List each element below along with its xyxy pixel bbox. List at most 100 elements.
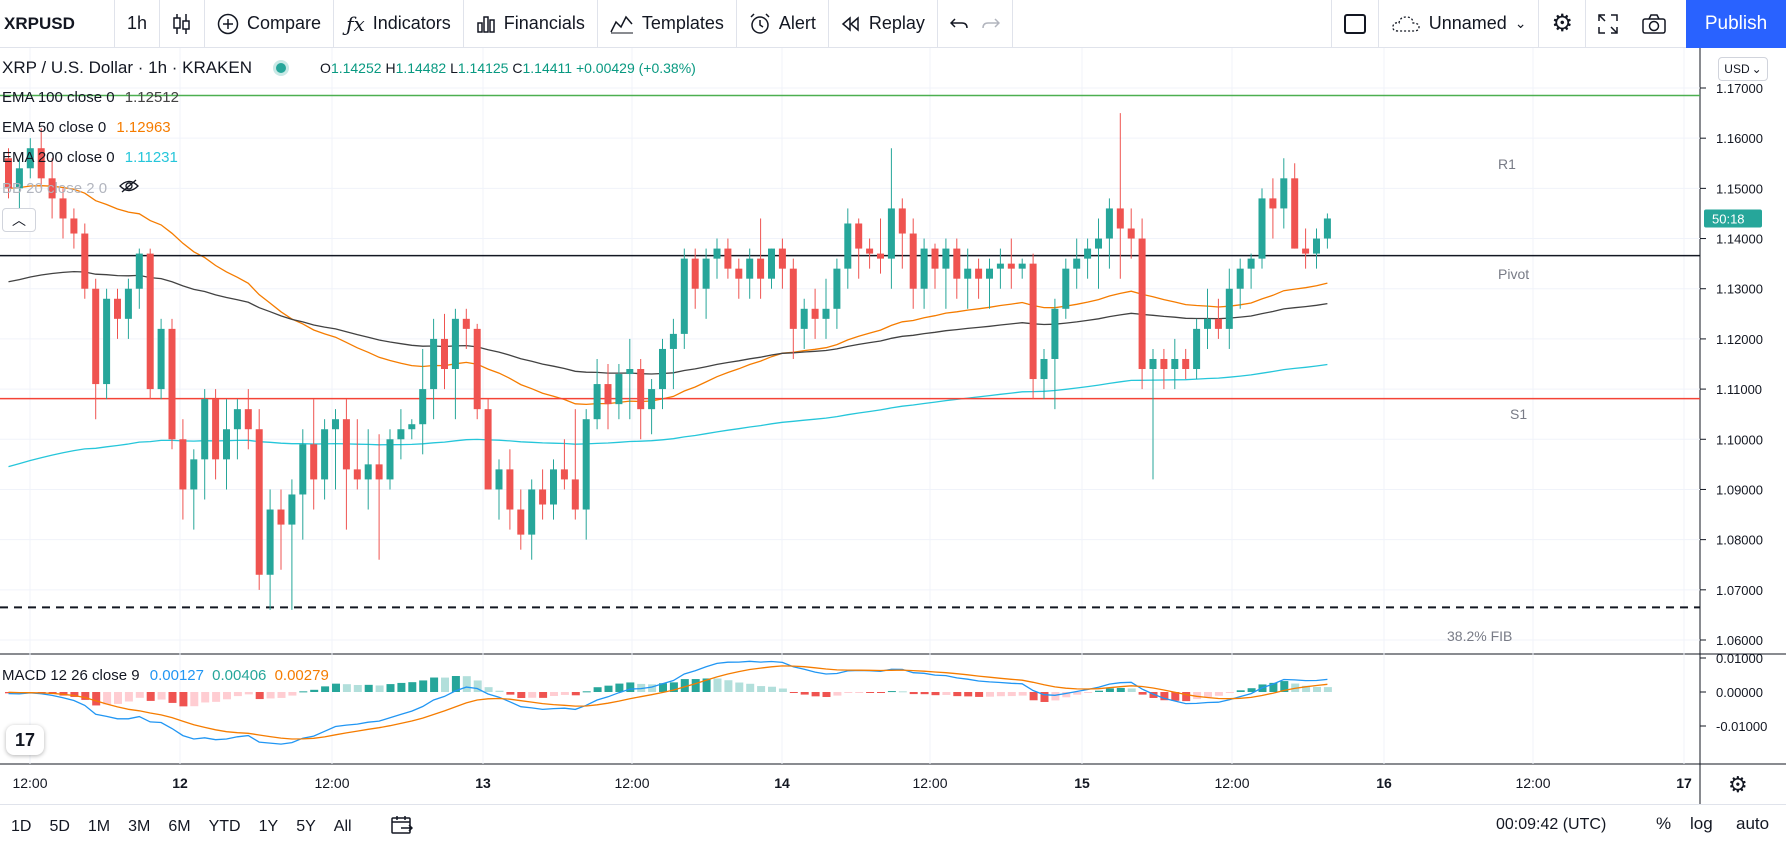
macd-histogram-bar xyxy=(157,692,166,700)
macd-histogram-bar xyxy=(1051,692,1060,701)
log-scale-button[interactable]: log xyxy=(1690,814,1713,833)
settings-button[interactable]: ⚙ xyxy=(1539,0,1586,48)
macd-histogram-bar xyxy=(1018,692,1027,696)
snapshot-button[interactable] xyxy=(1630,0,1678,48)
candle-body xyxy=(1007,263,1015,269)
candle-body xyxy=(1193,328,1201,370)
ema50-legend[interactable]: EMA 50 close 0 1.12963 xyxy=(2,119,171,136)
range-3m[interactable]: 3M xyxy=(128,818,151,835)
currency-button[interactable]: USD ⌄ xyxy=(1718,57,1768,81)
price-tick-label: 1.06000 xyxy=(1716,633,1763,648)
range-1m[interactable]: 1M xyxy=(87,818,111,835)
candle-body xyxy=(1051,308,1059,359)
toolbar-spacer xyxy=(1013,0,1332,48)
candle-body xyxy=(277,509,285,525)
candle-body xyxy=(81,233,89,289)
collapse-legend-button[interactable]: ︿ xyxy=(2,208,36,232)
bottom-toolbar: 1D 5D 1M 3M 6M YTD 1Y 5Y All xyxy=(0,804,1786,849)
ema200-legend[interactable]: EMA 200 close 0 1.11231 xyxy=(2,149,178,166)
range-ytd[interactable]: YTD xyxy=(208,818,241,835)
chart-type-button[interactable] xyxy=(160,0,206,48)
tv-logo-icon: 17 xyxy=(14,729,36,750)
candle xyxy=(1280,158,1288,229)
ema100-legend[interactable]: EMA 100 close 0 1.12512 xyxy=(2,89,179,106)
undo-icon[interactable] xyxy=(949,16,968,32)
templates-button[interactable]: Templates xyxy=(598,0,737,48)
time-tick-label: 15 xyxy=(1074,775,1090,791)
symbol-search-button[interactable]: XRPUSD xyxy=(0,0,115,48)
tradingview-logo[interactable]: 17 xyxy=(6,725,44,755)
macd-histogram-bar xyxy=(1007,692,1016,697)
candle xyxy=(724,238,732,279)
chart-area[interactable]: R1 Pivot S1 38.2% FIB 1.17000 1.16000 1.15000… xyxy=(0,48,1786,804)
publish-button[interactable]: Publish xyxy=(1686,0,1786,48)
candle-body xyxy=(539,489,547,505)
price-tick-label: 1.14000 xyxy=(1716,232,1763,247)
candle-body xyxy=(931,248,939,269)
axis-settings-gear-icon[interactable]: ⚙ xyxy=(1728,772,1748,797)
macd-histogram-bar xyxy=(266,692,275,699)
fullscreen-layout-button[interactable] xyxy=(1332,0,1379,48)
candle-body xyxy=(1105,208,1113,239)
candle xyxy=(1291,163,1299,249)
candle-body xyxy=(157,328,165,390)
symbol-title[interactable]: XRP / U.S. Dollar · 1h · KRAKEN xyxy=(2,58,253,77)
alert-button[interactable]: Alert xyxy=(737,0,829,48)
macd-value-2: 0.00406 xyxy=(212,667,267,684)
macd-histogram-bar xyxy=(855,692,864,693)
macd-histogram-bar xyxy=(473,680,482,692)
interval-button[interactable]: 1h xyxy=(115,0,161,48)
candle-body xyxy=(310,444,318,480)
fullscreen-button[interactable] xyxy=(1586,0,1630,48)
range-1y[interactable]: 1Y xyxy=(258,818,279,835)
time-tick-label: 12:00 xyxy=(1214,775,1249,791)
compare-button[interactable]: Compare xyxy=(205,0,335,48)
indicators-button[interactable]: ƒx Indicators xyxy=(334,0,464,48)
ema200-label: EMA 200 close 0 xyxy=(2,149,115,166)
macd-histogram-bar xyxy=(81,692,90,700)
financials-button[interactable]: Financials xyxy=(464,0,598,48)
goto-date-icon[interactable] xyxy=(390,815,413,840)
candle xyxy=(1302,228,1310,269)
macd-histogram-bar xyxy=(975,692,984,697)
candle-body xyxy=(691,258,699,289)
range-5y[interactable]: 5Y xyxy=(296,818,316,835)
replay-button[interactable]: Replay xyxy=(829,0,938,48)
candle xyxy=(321,419,329,500)
price-tick-label: 1.12000 xyxy=(1716,332,1763,347)
price-tick-label: 1.11000 xyxy=(1716,382,1762,397)
range-6m[interactable]: 6M xyxy=(168,818,191,835)
macd-legend[interactable]: MACD 12 26 close 9 0.00127 0.00406 0.002… xyxy=(2,667,329,684)
candle-body xyxy=(1095,238,1102,249)
macd-histogram-bar xyxy=(386,684,395,692)
candle-body xyxy=(353,469,361,480)
layout-name-button[interactable]: Unnamed ⌄ xyxy=(1379,0,1540,48)
axes: 1.17000 1.16000 1.15000 1.14000 1.13000 1.120… xyxy=(12,81,1767,791)
candle-body xyxy=(1214,318,1222,329)
candle-body xyxy=(179,439,187,490)
macd-tick-label: -0.01000 xyxy=(1716,719,1767,734)
macd-histogram-bar xyxy=(1127,688,1136,692)
candle xyxy=(1149,348,1157,480)
range-5d[interactable]: 5D xyxy=(49,818,70,835)
bb-legend[interactable]: BB 20 close 2 0 xyxy=(2,179,140,197)
macd-histogram-bar xyxy=(702,678,711,692)
auto-scale-button[interactable]: auto xyxy=(1736,814,1770,833)
utc-clock[interactable]: 00:09:42 (UTC) xyxy=(1496,816,1607,833)
candle xyxy=(441,313,448,390)
macd-histogram-bar xyxy=(1313,686,1321,692)
candle xyxy=(201,389,209,500)
eye-hidden-icon[interactable] xyxy=(119,179,140,197)
range-1d[interactable]: 1D xyxy=(11,818,32,835)
candle xyxy=(451,308,459,420)
range-all[interactable]: All xyxy=(333,818,352,835)
macd-histogram-bar xyxy=(1269,682,1278,692)
candle-body xyxy=(321,429,329,480)
redo-icon[interactable] xyxy=(982,16,1000,32)
alarm-clock-icon xyxy=(749,12,771,35)
macd-histogram-bar xyxy=(877,692,885,693)
candle xyxy=(332,409,339,490)
percent-scale-button[interactable]: % xyxy=(1656,814,1672,833)
candle-body xyxy=(233,409,241,430)
macd-histogram-bar xyxy=(1171,692,1180,701)
